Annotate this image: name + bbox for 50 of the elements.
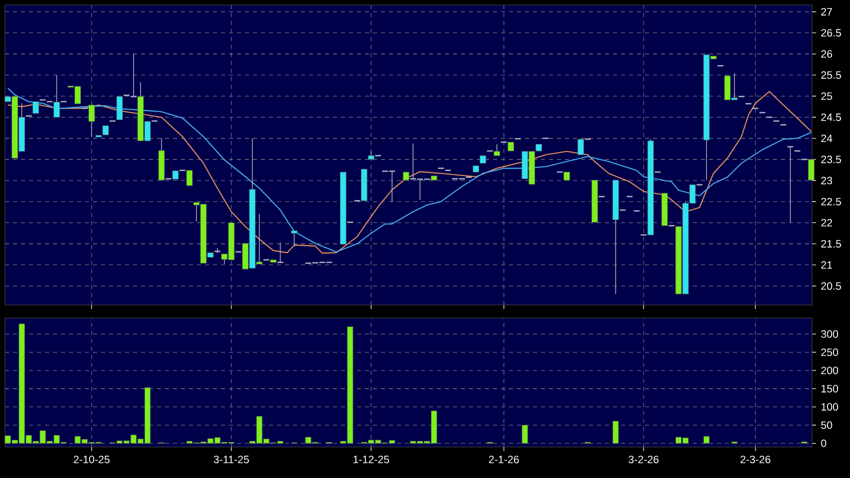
x-tick-label: 2-3-26: [740, 456, 770, 464]
candlestick: [186, 170, 193, 186]
candlestick: [578, 138, 584, 155]
candlestick: [508, 142, 514, 152]
x-tick-label: 3-11-25: [214, 456, 249, 464]
bar: [703, 436, 710, 444]
candlestick: [361, 168, 368, 201]
candlestick: [270, 260, 276, 263]
y-tick-label: 100: [822, 403, 838, 411]
y-tick-label: 20.5: [821, 282, 842, 290]
bar: [612, 420, 619, 444]
candlestick: [340, 172, 346, 244]
candlestick: [472, 166, 480, 172]
candlestick: [808, 159, 814, 180]
candlestick: [291, 230, 298, 247]
candlestick: [480, 155, 486, 164]
y-tick-label: 22.5: [821, 198, 842, 206]
candlestick: [661, 192, 668, 226]
candlestick: [402, 172, 410, 180]
y-tick-label: 25: [821, 92, 832, 100]
candlestick: [430, 176, 438, 180]
y-tick-label: 23: [821, 176, 832, 184]
y-tick-label: 24.5: [821, 113, 842, 122]
x-tick-label: 2-10-25: [74, 456, 110, 464]
y-tick-label: 23.5: [821, 156, 842, 164]
candlestick: [32, 101, 39, 114]
y-tick-label: 21: [821, 261, 832, 269]
candlestick: [116, 96, 123, 120]
y-tick-label: 27: [821, 8, 832, 16]
y-tick-label: 26: [821, 50, 832, 58]
y-tick-label: 24: [821, 134, 832, 142]
candlestick: [276, 242, 284, 264]
y-tick-label: 50: [821, 421, 832, 429]
y-tick-label: 21.5: [821, 240, 842, 248]
y-tick-label: 25.5: [821, 71, 842, 79]
y-tick-label: 150: [822, 384, 838, 392]
y-tick-label: 0: [821, 440, 826, 448]
bar: [522, 424, 528, 444]
y-tick-label: 300: [821, 330, 838, 338]
candlestick: [592, 180, 598, 222]
y-tick-label: 250: [821, 348, 838, 356]
y-tick-label: 22: [821, 218, 832, 226]
candlestick: [564, 172, 570, 180]
x-tick-label: 1-12-25: [354, 456, 390, 464]
x-tick-label: 2-1-26: [489, 456, 519, 464]
candlestick: [172, 170, 179, 180]
y-tick-label: 200: [821, 366, 838, 374]
x-tick-label: 3-2-26: [628, 456, 659, 464]
candlestick: [786, 146, 794, 223]
y-tick-label: 26.5: [821, 29, 842, 37]
